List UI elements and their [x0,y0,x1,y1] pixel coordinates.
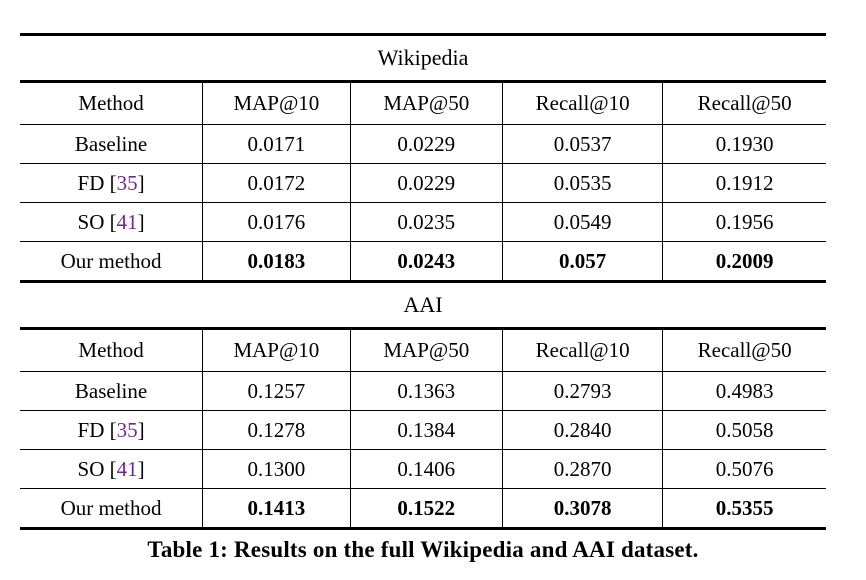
table-caption: Table 1: Results on the full Wikipedia a… [147,537,699,562]
title-bottom-rule [20,327,826,330]
column-header-recall10: Recall@10 [501,83,662,124]
column-header-map50: MAP@50 [349,83,502,124]
metric-value: 0.1278 [202,411,349,449]
method-cell: Our method [20,242,202,280]
column-header-recall50: Recall@50 [662,330,826,371]
metric-value: 0.1413 [202,489,349,527]
method-label: Our method [60,248,162,273]
table-row-fd: FD [35] 0.0172 0.0229 0.0535 0.1912 [20,163,826,202]
method-cell: FD [35] [20,411,202,449]
table-row-so: SO [41] 0.1300 0.1406 0.2870 0.5076 [20,449,826,488]
metric-value: 0.1406 [349,450,502,488]
table-row-fd: FD [35] 0.1278 0.1384 0.2840 0.5058 [20,410,826,449]
metric-value: 0.0183 [202,242,349,280]
wikipedia-table: Method MAP@10 MAP@50 Recall@10 Recall@50… [20,83,826,280]
citation-link[interactable]: 41 [116,456,138,481]
method-label-suffix: ] [137,417,145,442]
column-header-method: Method [78,91,144,115]
metric-value: 0.1384 [349,411,502,449]
method-cell: SO [41] [20,203,202,241]
metric-value: 0.0229 [349,125,502,163]
metric-value: 0.1912 [662,164,826,202]
method-label-suffix: ] [137,170,145,195]
method-cell: FD [35] [20,164,202,202]
column-header-method: Method [78,338,144,362]
citation-link[interactable]: 35 [116,170,138,195]
metric-value: 0.0549 [501,203,662,241]
metric-value: 0.1522 [349,489,502,527]
table-row-baseline: Baseline 0.0171 0.0229 0.0537 0.1930 [20,124,826,163]
metric-value: 0.0235 [349,203,502,241]
table-row-so: SO [41] 0.0176 0.0235 0.0549 0.1956 [20,202,826,241]
metric-value: 0.1257 [202,372,349,410]
method-label: Our method [60,495,162,520]
metric-value: 0.0243 [349,242,502,280]
metric-value: 0.4983 [662,372,826,410]
bottom-rule [20,527,826,530]
method-cell: Our method [20,489,202,527]
method-label: Baseline [74,131,148,156]
metric-value: 0.0171 [202,125,349,163]
metric-value: 0.3078 [501,489,662,527]
header-row: Method MAP@10 MAP@50 Recall@10 Recall@50 [20,330,826,371]
citation-link[interactable]: 35 [116,417,138,442]
metric-value: 0.0537 [501,125,662,163]
metric-value: 0.5058 [662,411,826,449]
top-rule [20,33,826,36]
table-section-title-aai: AAI [403,292,443,317]
citation-link[interactable]: 41 [116,209,138,234]
aai-table: Method MAP@10 MAP@50 Recall@10 Recall@50… [20,330,826,527]
metric-value: 0.0176 [202,203,349,241]
table-section-title-wikipedia: Wikipedia [377,45,469,70]
metric-value: 0.2793 [501,372,662,410]
table-row-baseline: Baseline 0.1257 0.1363 0.2793 0.4983 [20,371,826,410]
metric-value: 0.1930 [662,125,826,163]
method-cell: Baseline [20,372,202,410]
method-label: Baseline [74,378,148,403]
metric-value: 0.1300 [202,450,349,488]
method-cell: SO [41] [20,450,202,488]
metric-value: 0.2870 [501,450,662,488]
column-header-map10: MAP@10 [202,83,349,124]
metric-value: 0.2009 [662,242,826,280]
metric-value: 0.0229 [349,164,502,202]
method-label-suffix: ] [137,456,145,481]
section-divider-rule [20,280,826,283]
metric-value: 0.1956 [662,203,826,241]
column-header-recall50: Recall@50 [662,83,826,124]
header-row: Method MAP@10 MAP@50 Recall@10 Recall@50 [20,83,826,124]
column-header-map10: MAP@10 [202,330,349,371]
table-row-our-method: Our method 0.0183 0.0243 0.057 0.2009 [20,241,826,280]
metric-value: 0.0172 [202,164,349,202]
metric-value: 0.5355 [662,489,826,527]
metric-value: 0.2840 [501,411,662,449]
method-label: FD [ [77,417,117,442]
metric-value: 0.1363 [349,372,502,410]
method-label: FD [ [77,170,117,195]
column-header-map50: MAP@50 [349,330,502,371]
method-cell: Baseline [20,125,202,163]
table-row-our-method: Our method 0.1413 0.1522 0.3078 0.5355 [20,488,826,527]
method-label: SO [ [77,209,117,234]
metric-value: 0.057 [501,242,662,280]
column-header-recall10: Recall@10 [501,330,662,371]
metric-value: 0.5076 [662,450,826,488]
method-label: SO [ [77,456,117,481]
results-figure: Wikipedia Method MAP@10 MAP@50 Recall@10… [20,33,826,563]
method-label-suffix: ] [137,209,145,234]
title-bottom-rule [20,80,826,83]
metric-value: 0.0535 [501,164,662,202]
